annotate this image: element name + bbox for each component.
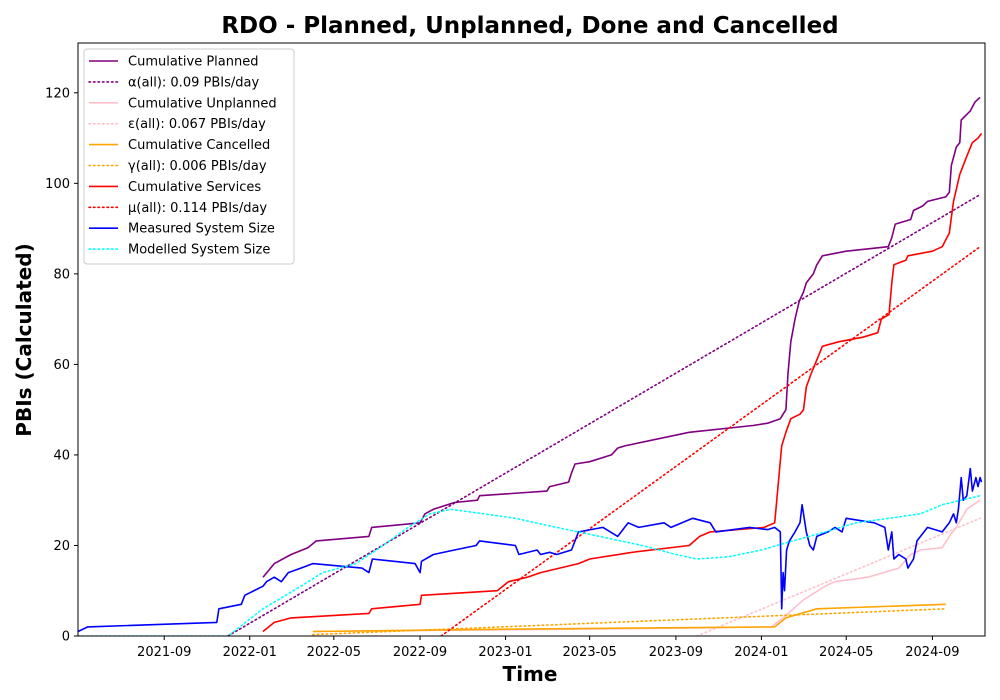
series-line-2 bbox=[227, 193, 981, 636]
x-axis-label: Time bbox=[503, 662, 558, 686]
series-line-6 bbox=[311, 607, 947, 636]
legend-label: Modelled System Size bbox=[128, 243, 270, 258]
y-tick-label: 20 bbox=[53, 539, 70, 554]
x-tick-label: 2022-09 bbox=[393, 645, 447, 660]
y-tick-label: 100 bbox=[45, 177, 70, 192]
legend: Cumulative Planned α(all): 0.09 PBIs/day C… bbox=[83, 48, 295, 265]
legend-label: ε(all): 0.067 PBIs/day bbox=[128, 117, 266, 132]
legend-label: Cumulative Cancelled bbox=[128, 138, 270, 153]
legend-label: Measured System Size bbox=[128, 222, 275, 237]
plot-area bbox=[78, 96, 983, 636]
x-tick-label: 2024-05 bbox=[819, 645, 873, 660]
x-axis: 2021-09 2022-01 2022-05 2022-09 2023-01 2023-… bbox=[137, 636, 960, 660]
y-tick-label: 80 bbox=[53, 267, 70, 282]
y-tick-label: 120 bbox=[45, 86, 70, 101]
legend-label: μ(all): 0.114 PBIs/day bbox=[128, 201, 267, 216]
chart-title: RDO - Planned, Unplanned, Done and Cance… bbox=[221, 13, 838, 39]
plot-frame bbox=[77, 42, 986, 637]
y-axis-label: PBIs (Calculated) bbox=[12, 243, 36, 436]
x-tick-label: 2023-09 bbox=[649, 645, 703, 660]
x-tick-label: 2024-09 bbox=[905, 645, 959, 660]
legend-label: Cumulative Planned bbox=[128, 55, 258, 70]
series-line-5 bbox=[312, 603, 946, 633]
series-line-7 bbox=[262, 133, 983, 633]
x-tick-label: 2021-09 bbox=[137, 645, 191, 660]
y-tick-label: 40 bbox=[53, 448, 70, 463]
x-tick-label: 2024-01 bbox=[734, 645, 788, 660]
series-line-10 bbox=[78, 494, 981, 636]
series-line-4 bbox=[696, 517, 981, 636]
legend-label: Cumulative Unplanned bbox=[128, 96, 277, 111]
legend-label: γ(all): 0.006 PBIs/day bbox=[128, 159, 267, 174]
x-tick-label: 2023-01 bbox=[478, 645, 532, 660]
series-line-9 bbox=[78, 467, 983, 633]
legend-label: α(all): 0.09 PBIs/day bbox=[128, 75, 259, 90]
x-tick-label: 2022-01 bbox=[223, 645, 277, 660]
legend-box bbox=[83, 48, 295, 265]
series-line-8 bbox=[440, 245, 981, 636]
legend-label: Cumulative Services bbox=[128, 180, 261, 195]
y-tick-label: 60 bbox=[53, 358, 70, 373]
x-tick-label: 2022-05 bbox=[307, 645, 361, 660]
x-tick-label: 2023-05 bbox=[563, 645, 617, 660]
y-tick-label: 0 bbox=[62, 630, 70, 645]
y-axis: 0 20 40 60 80 100 120 bbox=[45, 86, 78, 645]
series-line-1 bbox=[262, 96, 981, 578]
